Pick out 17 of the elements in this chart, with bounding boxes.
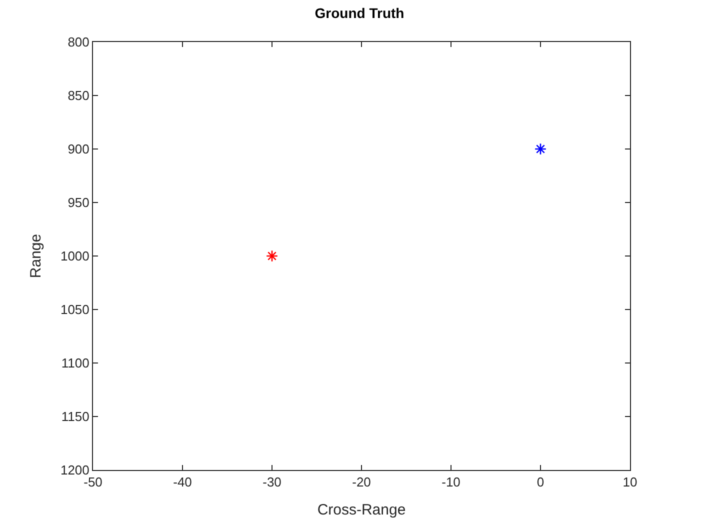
- x-tick-label: -20: [352, 474, 371, 490]
- x-tick-label: -40: [173, 474, 192, 490]
- y-axis-title: Range: [28, 234, 45, 278]
- y-tick-label: 800: [68, 34, 90, 50]
- x-tick-label: 0: [536, 474, 544, 490]
- x-tick-label: 10: [622, 474, 638, 490]
- y-tick-label: 1050: [60, 302, 90, 318]
- x-tick-label: -10: [442, 474, 460, 490]
- y-tick-label: 1100: [61, 356, 90, 371]
- chart-title: Ground Truth: [314, 4, 404, 21]
- y-tick-label: 1000: [60, 248, 90, 264]
- y-tick-label: 950: [68, 195, 90, 210]
- y-tick-label: 1150: [61, 409, 90, 424]
- y-tick-label: 850: [68, 88, 90, 104]
- x-tick-label: -30: [262, 474, 282, 490]
- y-tick-label: 900: [68, 142, 90, 157]
- x-axis-title: Cross-Range: [317, 502, 406, 519]
